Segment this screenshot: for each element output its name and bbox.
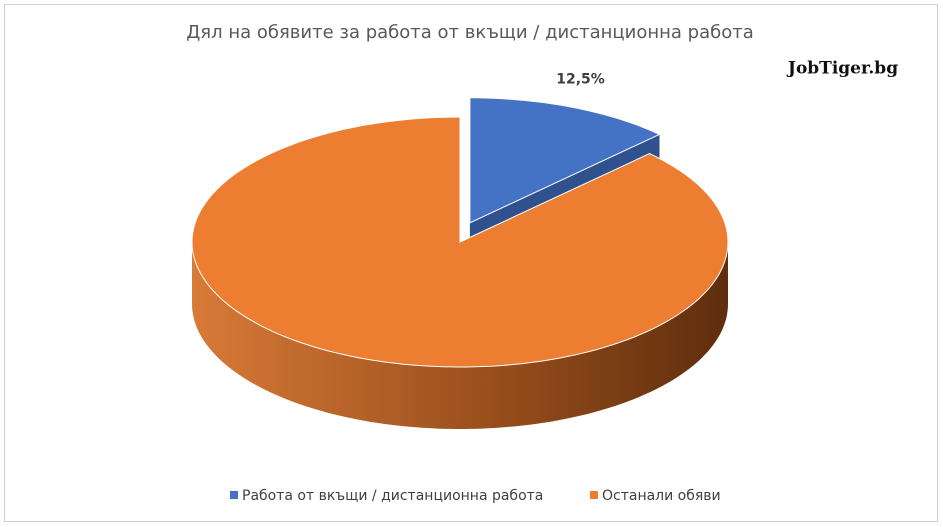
slice [469, 97, 661, 224]
legend-label: Останали обяви [602, 488, 721, 504]
slice [191, 116, 729, 368]
data-label: 12,5% [556, 71, 605, 87]
legend-swatch [590, 491, 598, 499]
watermark: JobTiger.bg [786, 59, 898, 79]
legend-label: Работа от вкъщи / дистанционна работа [242, 488, 543, 504]
legend-swatch [230, 491, 238, 499]
slice-side [192, 242, 728, 429]
chart-title: Дял на обявите за работа от вкъщи / дист… [186, 22, 754, 43]
